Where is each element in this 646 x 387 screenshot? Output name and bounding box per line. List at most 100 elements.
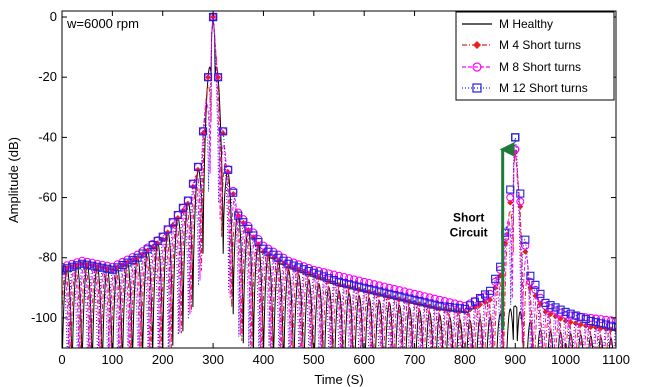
data-point (319, 268, 328, 277)
data-point (62, 265, 67, 274)
data-point (168, 218, 177, 227)
data-point (370, 286, 379, 295)
speed-annotation: w=6000 rpm (66, 16, 139, 31)
short-circuit-label-line1: Short (453, 211, 484, 225)
data-point (224, 165, 233, 174)
data-point (586, 316, 595, 325)
data-point (123, 258, 132, 267)
data-point (93, 262, 102, 271)
data-point (611, 316, 616, 325)
data-point (445, 298, 454, 307)
x-tick-label: 0 (58, 352, 65, 367)
data-point (425, 293, 434, 302)
legend-label: M Healthy (499, 17, 553, 31)
data-point (601, 320, 610, 329)
data-point (314, 270, 323, 279)
data-point (83, 260, 92, 269)
data-point (339, 278, 349, 288)
data-point (455, 304, 464, 313)
data-point (415, 290, 424, 300)
y-tick-label: -80 (38, 250, 57, 265)
data-point (118, 260, 127, 270)
data-point (536, 289, 545, 298)
data-point (395, 292, 404, 301)
data-point (360, 283, 369, 292)
data-point (334, 277, 344, 286)
data-point (284, 259, 293, 268)
data-point (244, 224, 253, 233)
data-point (350, 281, 359, 290)
data-point (304, 266, 313, 276)
data-point (445, 303, 454, 312)
data-point (68, 262, 77, 271)
data-point (339, 272, 349, 282)
data-point (551, 303, 560, 312)
y-axis: 0 -20 -40 -60 -80 -100 (31, 9, 616, 325)
data-point (571, 311, 580, 320)
data-point (138, 249, 147, 258)
x-tick-label: 500 (303, 352, 325, 367)
data-point (334, 271, 344, 280)
data-point (486, 286, 495, 295)
data-point (606, 316, 616, 325)
data-point (400, 287, 409, 296)
data-point (390, 284, 399, 294)
legend-entry-4-turns: M 4 Short turns (462, 38, 581, 52)
data-point (450, 303, 459, 312)
data-point (345, 280, 354, 289)
data-point (581, 315, 590, 324)
data-point (440, 297, 449, 306)
data-point (491, 274, 500, 283)
data-point (229, 188, 238, 197)
data-point (546, 301, 555, 310)
legend-marker-circle (472, 62, 482, 72)
legend-label: M 8 Short turns (499, 60, 581, 74)
y-tick-label: -100 (31, 310, 57, 325)
data-point (556, 305, 565, 314)
x-tick-label: 100 (102, 352, 124, 367)
data-point (375, 281, 384, 290)
data-point (133, 253, 142, 262)
data-point (163, 225, 172, 234)
y-tick-label: -20 (38, 69, 57, 84)
data-point (309, 268, 318, 277)
y-tick-label: -60 (38, 190, 57, 205)
data-point (606, 321, 616, 330)
data-point (506, 185, 515, 194)
data-point (173, 210, 182, 220)
series-layer (62, 12, 616, 348)
x-tick-label: 400 (253, 352, 275, 367)
data-point (183, 196, 192, 205)
data-point (350, 275, 359, 284)
data-point (62, 264, 72, 273)
x-tick-label: 700 (404, 352, 426, 367)
data-point (435, 301, 444, 310)
data-point (193, 162, 203, 171)
data-point (178, 203, 187, 212)
data-point (375, 287, 384, 296)
data-point (188, 179, 197, 188)
data-point (380, 282, 389, 291)
plot-frame (61, 10, 617, 349)
data-point (370, 280, 379, 289)
data-point (103, 264, 112, 273)
data-point (153, 236, 162, 245)
data-point (365, 284, 374, 294)
data-point (143, 245, 152, 254)
legend-entry-12-turns: M 12 Short turns (462, 81, 588, 95)
series-line (62, 16, 613, 348)
data-point (380, 288, 389, 297)
data-point (591, 318, 600, 327)
data-point (78, 259, 87, 268)
x-tick-label: 800 (454, 352, 476, 367)
data-point (158, 232, 167, 241)
data-point (219, 127, 228, 136)
data-point (410, 295, 419, 304)
data-point (113, 263, 122, 272)
data-point (516, 197, 525, 206)
data-point (420, 292, 429, 301)
data-point (365, 278, 374, 288)
data-point (425, 299, 434, 308)
data-point (522, 248, 529, 255)
